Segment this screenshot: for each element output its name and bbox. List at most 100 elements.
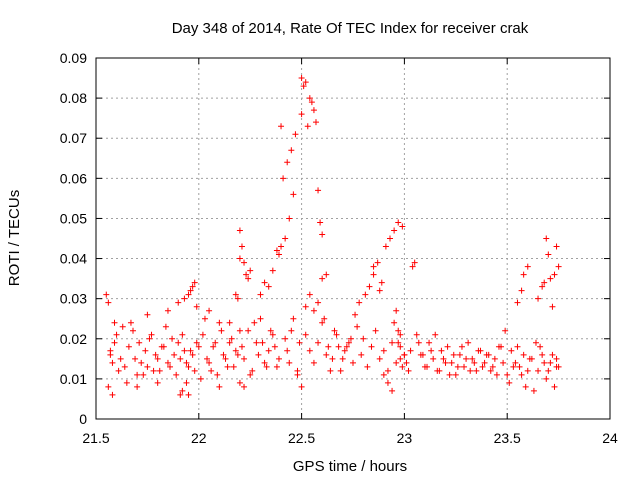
x-tick-label: 24 [602,430,618,446]
data-point [111,319,118,326]
data-point [210,343,217,350]
data-point [167,363,174,370]
data-point [206,307,213,314]
data-point [261,359,268,366]
data-point [524,263,531,270]
data-point [549,351,556,358]
data-point [275,251,282,258]
data-point [310,107,317,114]
data-point [119,323,126,330]
data-point [136,339,143,346]
data-point [372,327,379,334]
y-tick-label: 0.07 [60,130,87,146]
data-point [280,175,287,182]
data-point [257,291,264,298]
data-point [249,367,256,374]
data-point [473,367,480,374]
data-point [323,351,330,358]
axis-ticks: 0 0.01 0.02 0.03 0.04 0.05 0.06 0.07 0.08 0.09 21.… [60,50,618,446]
data-point [535,295,542,302]
data-point [164,307,171,314]
data-point [343,343,350,350]
data-point [354,323,361,330]
data-point [241,383,248,390]
data-point [105,383,112,390]
data-point [454,363,461,370]
data-point [236,379,243,386]
data-point [216,319,223,326]
data-point [294,371,301,378]
data-point [288,147,295,154]
data-point [498,343,505,350]
data-point [142,347,149,354]
x-tick-label: 23 [397,430,413,446]
data-point [310,307,317,314]
data-point [370,271,377,278]
y-axis-label: ROTI / TECUs [6,190,23,286]
data-point [125,343,132,350]
data-point [195,343,202,350]
data-point [541,359,548,366]
data-point [442,359,449,366]
data-point [278,243,285,250]
data-point [366,283,373,290]
data-point [134,371,141,378]
data-point [288,327,295,334]
y-tick-label: 0 [79,411,87,427]
data-point [411,259,418,266]
data-point [286,215,293,222]
data-point [452,371,459,378]
x-tick-label: 22 [191,430,207,446]
data-point [292,131,299,138]
data-point [220,351,227,358]
data-point [296,339,303,346]
data-point [193,303,200,310]
data-point [185,291,192,298]
data-point [541,279,548,286]
data-point [107,351,114,358]
data-point [374,259,381,266]
data-point [389,339,396,346]
data-point [393,359,400,366]
data-point [493,371,500,378]
data-point [426,339,433,346]
data-point [238,243,245,250]
data-point [243,271,250,278]
data-point [105,299,112,306]
data-point [160,343,167,350]
data-point [148,331,155,338]
data-point [428,347,435,354]
data-point [273,247,280,254]
data-point [162,323,169,330]
data-point [179,387,186,394]
data-point [397,355,404,362]
data-point [245,327,252,334]
data-point [181,347,188,354]
data-point [183,359,190,366]
data-point [298,383,305,390]
data-point [241,355,248,362]
data-point [308,99,315,106]
data-point [415,339,422,346]
data-point [247,371,254,378]
data-point [347,335,354,342]
data-point [236,227,243,234]
data-point [123,379,130,386]
data-point [487,367,494,374]
data-point [269,331,276,338]
data-point [191,279,198,286]
data-point [409,263,416,270]
data-point [187,347,194,354]
data-point [177,391,184,398]
data-point [539,351,546,358]
data-point [109,359,116,366]
data-point [526,355,533,362]
data-point [329,355,336,362]
data-point [302,79,309,86]
data-point [518,287,525,294]
data-point [146,335,153,342]
data-point [306,347,313,354]
x-tick-label: 22.5 [288,430,315,446]
data-point [103,291,110,298]
data-point [446,371,453,378]
